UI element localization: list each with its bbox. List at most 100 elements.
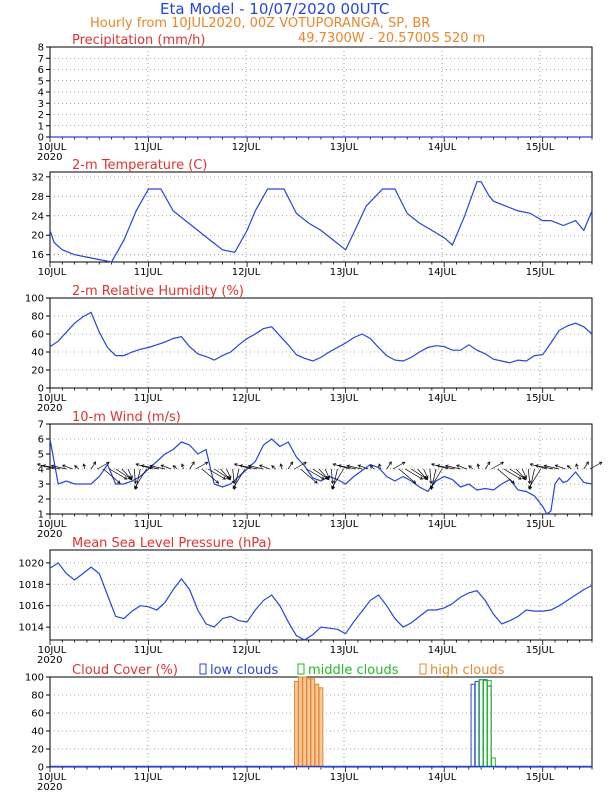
mslp-xtick-label: 13JUL	[330, 645, 359, 656]
wind-vector-arrow	[530, 463, 547, 470]
cloud-ytick-label: 0	[38, 763, 44, 774]
wind-vector-arrow	[535, 465, 554, 470]
cloud-bar-high	[298, 676, 303, 768]
wind-vector-arrowhead	[133, 480, 138, 485]
temp-ytick-label: 20	[31, 231, 44, 242]
precip-year-label: 2020	[37, 152, 62, 163]
wind-vector-arrow	[404, 468, 423, 480]
precip-ytick-label: 1	[38, 121, 44, 132]
wind-vector-arrowhead	[528, 485, 532, 489]
wind-vector-arrowhead	[444, 464, 449, 468]
wind-vector-arrowhead	[135, 463, 140, 467]
wind-vector-arrowhead	[346, 464, 351, 468]
wind-xtick-label: 11JUL	[134, 519, 163, 530]
cloud-xtick-label: 13JUL	[330, 772, 359, 783]
wind-vector-arrow	[497, 468, 515, 484]
temp-xtick-label: 14JUL	[428, 267, 457, 278]
rh-xtick-label: 14JUL	[428, 393, 457, 404]
cloud-bar-low	[474, 681, 480, 768]
wind-vector-arrowhead	[271, 465, 275, 469]
wind-vector-arrow	[332, 468, 338, 490]
wind-vector-arrow	[294, 461, 307, 470]
wind-vector-arrow	[468, 465, 474, 470]
rh-xtick-label: 13JUL	[330, 393, 359, 404]
cloud-bar-high	[302, 676, 307, 768]
wind-vector-arrowhead	[74, 465, 78, 469]
cloud-xtick-label: 10JUL	[38, 772, 67, 783]
precip-ytick-label: 7	[38, 54, 44, 65]
wind-vector-arrow	[589, 461, 603, 470]
wind-vector-arrowhead	[233, 463, 238, 467]
wind-xtick-label: 14JUL	[428, 519, 457, 530]
temp-ytick-label: 28	[31, 192, 44, 203]
wind-vector-arrow	[312, 468, 328, 479]
wind-vector-arrow	[318, 468, 330, 481]
wind-vector-arrowhead	[357, 464, 362, 468]
precip-xtick-label: 14JUL	[428, 142, 457, 153]
precip-xtick-label: 10JUL	[38, 142, 67, 153]
wind-vector-arrowhead	[529, 463, 534, 467]
wind-vector-arrowhead	[566, 465, 571, 469]
mslp-xtick-label: 10JUL	[38, 645, 67, 656]
wind-vector-arrowhead	[106, 461, 110, 465]
temp-ytick-label: 32	[31, 172, 44, 183]
wind-vector-arrowhead	[247, 464, 252, 468]
temp-plot-frame	[49, 171, 593, 263]
wind-vector-arrow	[521, 468, 527, 479]
legend-swatch-high	[419, 663, 427, 675]
cloud-bar-middle	[482, 680, 488, 768]
mslp-series-line	[49, 562, 593, 641]
wind-ytick-label: 2	[38, 495, 44, 506]
wind-vector-arrow	[338, 465, 356, 470]
rh-ytick-label: 100	[25, 294, 44, 305]
wind-vector-arrowhead	[527, 480, 532, 485]
mslp-ytick-label: 1018	[19, 580, 44, 591]
cloud-xtick-label: 11JUL	[134, 772, 163, 783]
cloud-xtick-label: 15JUL	[526, 772, 555, 783]
wind-vector-arrowhead	[222, 476, 227, 480]
wind-vector-arrowhead	[534, 464, 539, 468]
wind-vector-arrow	[429, 468, 432, 484]
wind-vector-arrowhead	[181, 463, 185, 467]
wind-vector-arrow	[306, 468, 325, 480]
wind-vector-arrow	[358, 464, 369, 470]
wind-vector-arrowhead	[436, 464, 441, 468]
wind-vector-arrowhead	[228, 475, 232, 479]
rh-xtick-label: 10JUL	[38, 393, 67, 404]
wind-vector-arrowhead	[82, 463, 86, 467]
wind-vector-arrowhead	[204, 461, 209, 465]
wind-xtick-label: 12JUL	[232, 519, 261, 530]
wind-vector-arrow	[583, 461, 589, 470]
wind-vector-arrowhead	[92, 461, 97, 465]
wind-vector-arrow	[189, 461, 195, 470]
wind-vector-arrow	[370, 465, 375, 470]
wind-vector-arrowhead	[518, 476, 522, 480]
cloud-xtick-label: 12JUL	[232, 772, 261, 783]
temp-chart-title: 2-m Temperature (C)	[72, 158, 207, 173]
wind-vector-arrow	[90, 461, 96, 470]
wind-ytick-label: 6	[38, 435, 44, 446]
wind-vector-arrow	[239, 465, 258, 470]
wind-vector-arrowhead	[232, 480, 236, 485]
wind-xtick-label: 10JUL	[38, 519, 67, 530]
precip-ytick-label: 6	[38, 65, 44, 76]
mslp-ytick-label: 1016	[19, 601, 44, 612]
wind-vector-arrowhead	[425, 475, 429, 479]
wind-vector-arrowhead	[429, 480, 433, 485]
temp-ytick-label: 16	[31, 250, 44, 261]
wind-vector-arrowhead	[369, 465, 374, 469]
wind-vector-arrowhead	[191, 461, 195, 465]
cloud-bar-low	[470, 683, 476, 768]
wind-vector-arrow	[456, 464, 467, 470]
wind-vector-arrow	[528, 468, 541, 489]
wind-vector-arrow	[491, 461, 504, 470]
wind-vector-arrow	[232, 468, 235, 484]
wind-vector-arrow	[232, 468, 246, 489]
wind-vector-arrowhead	[289, 461, 294, 465]
wind-vector-arrow	[135, 463, 153, 470]
wind-vector-arrow	[248, 465, 264, 470]
wind-vector-arrowhead	[215, 480, 220, 484]
temp-ytick-label: 24	[31, 211, 44, 222]
legend-label-middle: middle clouds	[308, 663, 399, 678]
temp-xtick-label: 13JUL	[330, 267, 359, 278]
